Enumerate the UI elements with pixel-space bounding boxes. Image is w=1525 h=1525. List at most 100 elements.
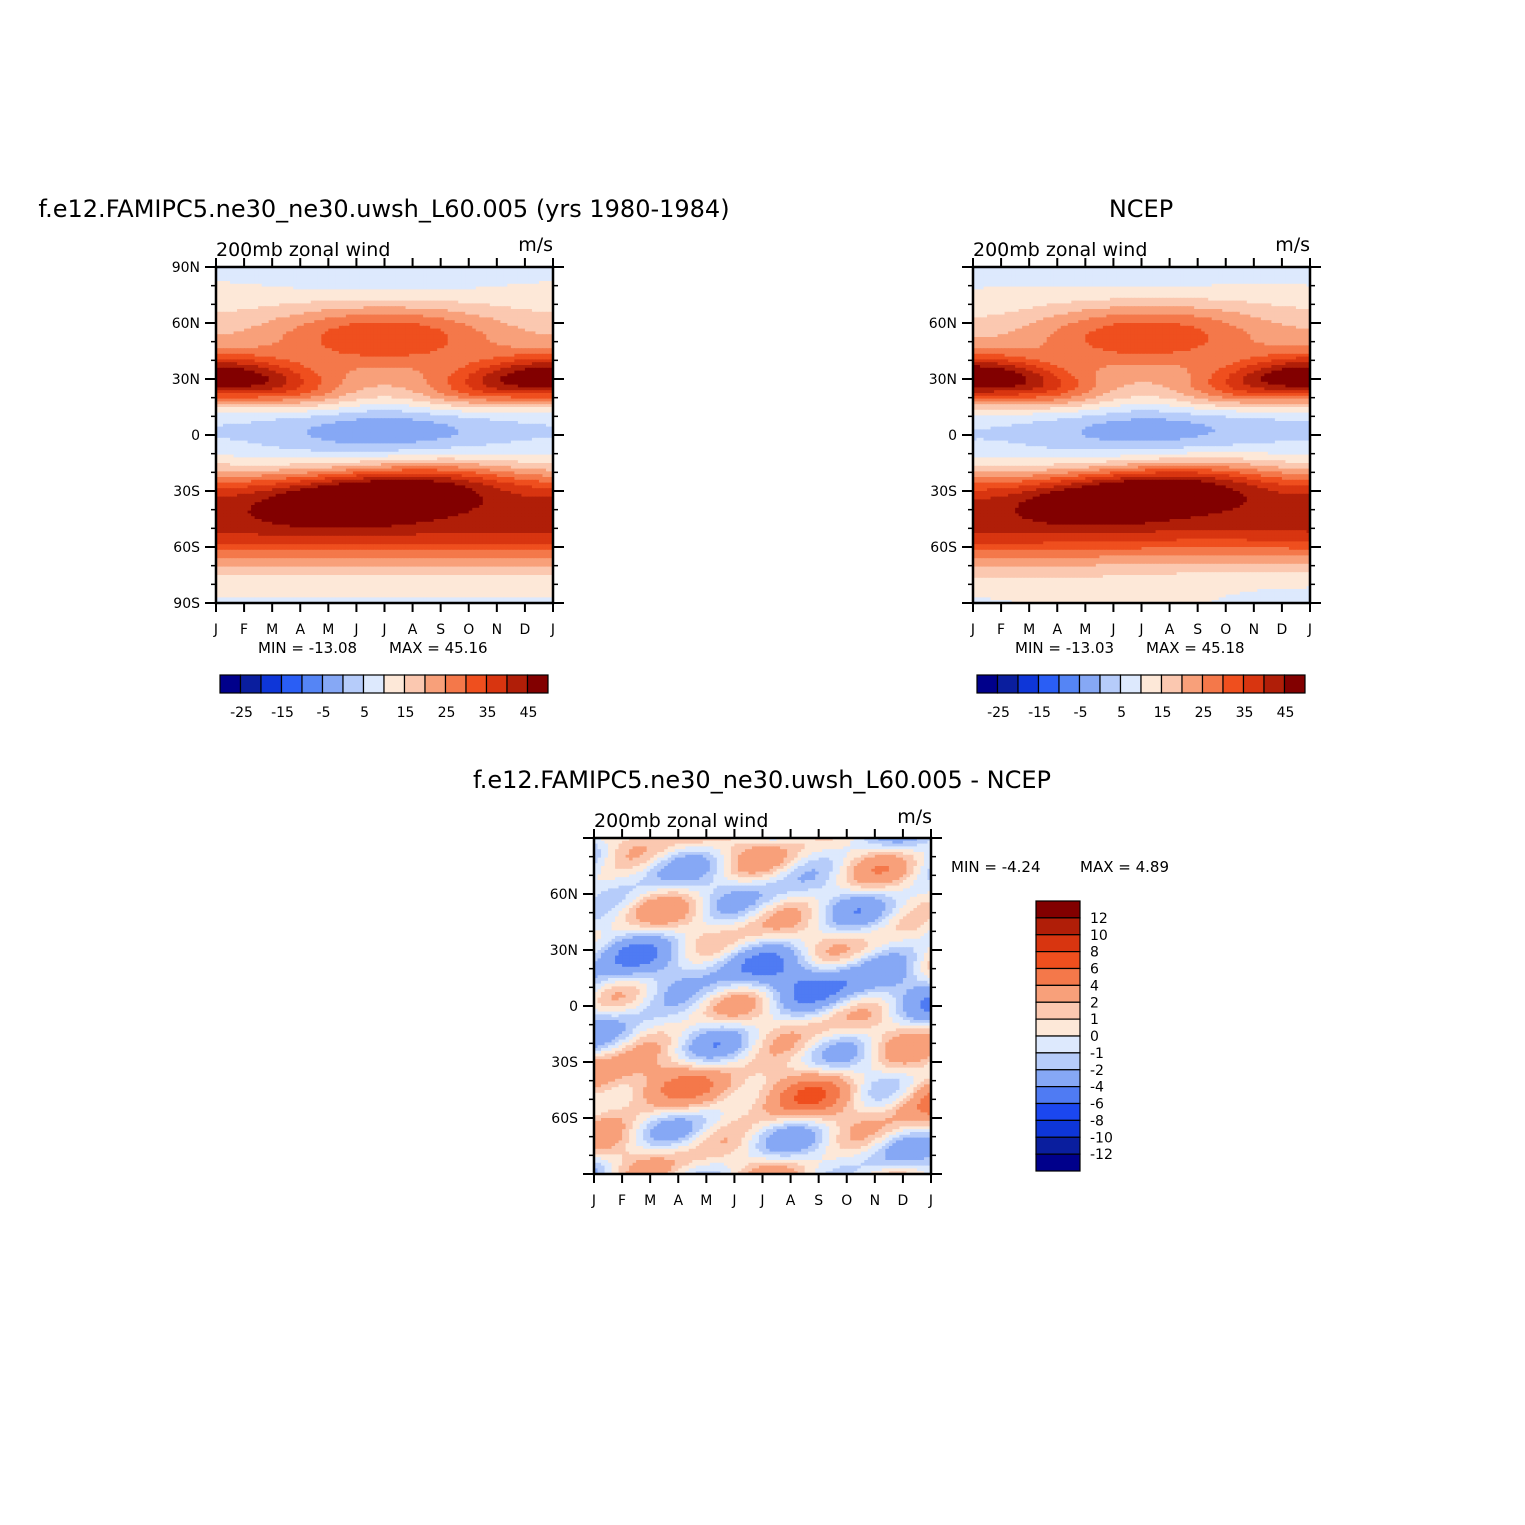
model-contour-cell <box>402 278 407 282</box>
model-filled-contours <box>216 267 553 603</box>
model-contour-cell <box>388 339 393 344</box>
model-contour-cell <box>489 281 494 285</box>
model-contour-cell <box>535 275 540 279</box>
model-contour-cell <box>423 348 428 352</box>
model-contour-cell <box>451 303 456 307</box>
model-contour-cell <box>230 289 235 293</box>
model-contour-cell <box>500 306 505 310</box>
model-contour-cell <box>437 337 442 341</box>
model-contour-cell <box>493 314 498 318</box>
model-contour-cell <box>282 314 287 318</box>
model-contour-cell <box>493 317 498 321</box>
model-contour-cell <box>475 337 480 341</box>
model-contour-cell <box>409 314 414 318</box>
model-contour-cell <box>377 292 382 296</box>
model-contour-cell <box>454 345 459 349</box>
model-contour-cell <box>338 272 343 276</box>
model-contour-cell <box>293 314 298 318</box>
model-contour-cell <box>279 334 284 338</box>
model-contour-cell <box>226 283 231 288</box>
model-contour-cell <box>507 289 512 293</box>
model-contour-cell <box>296 278 301 282</box>
model-contour-cell <box>531 373 537 377</box>
model-contour-cell <box>342 300 347 304</box>
model-contour-cell <box>461 297 466 302</box>
model-contour-cell <box>359 292 365 296</box>
model-contour-cell <box>433 283 438 288</box>
model-contour-cell <box>458 367 463 372</box>
model-contour-cell <box>454 311 459 316</box>
model-contour-cell <box>437 272 442 276</box>
model-contour-cell <box>310 356 315 360</box>
model-contour-cell <box>321 331 326 335</box>
model-contour-cell <box>254 348 259 352</box>
model-contour-cell <box>409 286 414 290</box>
model-contour-cell <box>356 281 361 285</box>
model-contour-cell <box>317 311 322 316</box>
model-contour-cell <box>545 323 551 327</box>
model-contour-cell <box>475 356 480 360</box>
model-contour-cell <box>402 281 407 285</box>
model-contour-cell <box>363 351 368 355</box>
model-contour-cell <box>293 337 298 341</box>
model-contour-cell <box>349 320 354 324</box>
model-contour-cell <box>412 323 417 327</box>
model-contour-cell <box>380 297 386 302</box>
model-contour-cell <box>321 339 326 344</box>
model-contour-cell <box>237 331 242 335</box>
model-contour-cell <box>370 278 375 282</box>
model-contour-cell <box>363 286 368 290</box>
model-contour-cell <box>395 373 400 377</box>
model-contour-cell <box>373 370 379 374</box>
model-contour-cell <box>528 311 533 316</box>
model-contour-cell <box>370 295 375 299</box>
model-contour-cell <box>300 342 305 346</box>
model-contour-cell <box>395 267 400 271</box>
model-contour-cell <box>493 328 498 332</box>
model-contour-cell <box>240 309 245 313</box>
model-contour-cell <box>528 353 533 358</box>
model-contour-cell <box>440 367 445 372</box>
model-contour-cell <box>377 289 382 293</box>
model-contour-cell <box>265 306 270 310</box>
model-contour-cell <box>282 365 287 369</box>
model-contour-cell <box>331 314 336 318</box>
model-contour-cell <box>447 345 452 349</box>
model-contour-cell <box>423 283 428 288</box>
model-contour-cell <box>517 320 523 324</box>
model-contour-cell <box>461 309 466 313</box>
model-contour-cell <box>545 339 551 344</box>
model-contour-cell <box>377 348 382 352</box>
model-contour-cell <box>370 365 375 369</box>
model-contour-cell <box>268 362 273 366</box>
model-contour-cell <box>296 269 301 274</box>
model-contour-cell <box>419 370 424 374</box>
model-contour-cell <box>437 373 442 377</box>
model-contour-cell <box>335 342 340 346</box>
model-contour-cell <box>352 295 358 299</box>
model-contour-cell <box>402 269 407 274</box>
model-contour-cell <box>254 283 259 288</box>
model-contour-cell <box>328 283 333 288</box>
model-contour-cell <box>461 300 466 304</box>
model-contour-cell <box>503 306 508 310</box>
model-contour-cell <box>335 323 340 327</box>
model-contour-cell <box>528 314 533 318</box>
model-contour-cell <box>233 292 238 296</box>
model-contour-cell <box>335 267 340 271</box>
model-contour-cell <box>342 370 347 374</box>
model-contour-cell <box>503 356 508 360</box>
model-contour-cell <box>479 362 484 366</box>
model-contour-cell <box>244 275 249 279</box>
model-contour-cell <box>240 317 245 321</box>
model-contour-cell <box>500 345 505 349</box>
model-contour-cell <box>254 269 259 274</box>
model-contour-cell <box>419 362 424 366</box>
model-contour-cell <box>384 373 389 377</box>
model-contour-cell <box>359 365 365 369</box>
model-contour-cell <box>423 272 428 276</box>
model-contour-cell <box>447 342 452 346</box>
model-contour-cell <box>282 362 287 366</box>
model-contour-cell <box>219 356 224 360</box>
model-contour-cell <box>345 275 350 279</box>
